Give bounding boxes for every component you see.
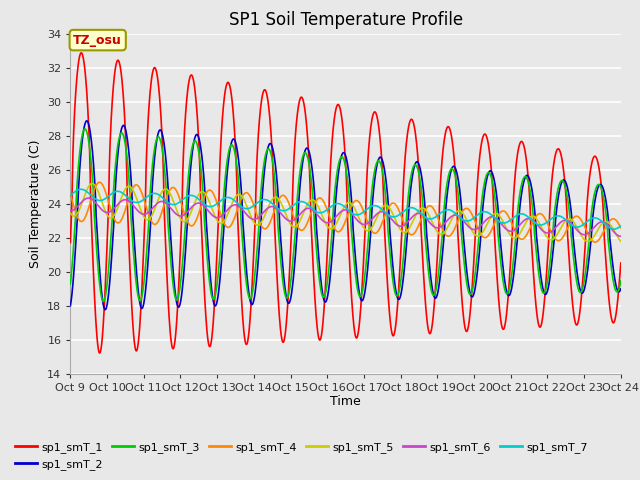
X-axis label: Time: Time: [330, 395, 361, 408]
sp1_smT_1: [67, 240, 74, 245]
sp1_smT_2: [381, 166, 388, 172]
Y-axis label: Soil Temperature (C): Soil Temperature (C): [29, 140, 42, 268]
sp1_smT_6: [109, 206, 117, 212]
sp1_smT_3: [100, 299, 108, 304]
Title: SP1 Soil Temperature Profile: SP1 Soil Temperature Profile: [228, 11, 463, 29]
Line: sp1_smT_3: sp1_smT_3: [70, 129, 621, 301]
sp1_smT_7: [300, 199, 308, 205]
sp1_smT_1: [381, 223, 388, 228]
sp1_smT_7: [312, 208, 319, 214]
sp1_smT_4: [67, 192, 74, 197]
sp1_smT_7: [77, 186, 85, 192]
sp1_smT_3: [67, 281, 74, 287]
sp1_smT_3: [301, 150, 308, 156]
sp1_smT_7: [617, 223, 625, 229]
Line: sp1_smT_6: sp1_smT_6: [70, 198, 621, 236]
sp1_smT_4: [617, 225, 625, 230]
sp1_smT_3: [381, 181, 388, 187]
sp1_smT_6: [84, 195, 92, 201]
sp1_smT_7: [132, 200, 140, 205]
Legend: sp1_smT_1, sp1_smT_2, sp1_smT_3, sp1_smT_4, sp1_smT_5, sp1_smT_6, sp1_smT_7: sp1_smT_1, sp1_smT_2, sp1_smT_3, sp1_smT…: [11, 438, 593, 474]
sp1_smT_7: [380, 208, 388, 214]
sp1_smT_5: [109, 214, 117, 219]
Line: sp1_smT_4: sp1_smT_4: [70, 182, 621, 242]
sp1_smT_1: [132, 348, 140, 354]
sp1_smT_5: [88, 180, 96, 186]
sp1_smT_4: [300, 226, 308, 231]
sp1_smT_5: [380, 203, 388, 209]
sp1_smT_2: [301, 149, 308, 155]
sp1_smT_4: [312, 199, 319, 204]
sp1_smT_5: [312, 199, 319, 205]
sp1_smT_7: [109, 190, 117, 195]
sp1_smT_3: [110, 184, 118, 190]
sp1_smT_1: [301, 105, 308, 111]
sp1_smT_1: [77, 50, 85, 56]
Text: TZ_osu: TZ_osu: [74, 34, 122, 47]
sp1_smT_1: [312, 312, 320, 318]
Line: sp1_smT_7: sp1_smT_7: [70, 189, 621, 229]
sp1_smT_4: [380, 216, 388, 221]
sp1_smT_1: [617, 260, 625, 266]
sp1_smT_4: [132, 182, 140, 188]
sp1_smT_1: [110, 79, 118, 85]
sp1_smT_5: [584, 239, 591, 244]
sp1_smT_5: [132, 193, 140, 199]
sp1_smT_2: [67, 303, 74, 309]
sp1_smT_6: [380, 209, 388, 215]
sp1_smT_3: [81, 126, 89, 132]
sp1_smT_4: [95, 180, 103, 185]
sp1_smT_2: [312, 216, 320, 222]
sp1_smT_3: [322, 288, 330, 294]
sp1_smT_5: [322, 220, 330, 226]
Line: sp1_smT_5: sp1_smT_5: [70, 183, 621, 241]
sp1_smT_2: [322, 299, 330, 304]
sp1_smT_5: [67, 210, 74, 216]
sp1_smT_1: [96, 350, 104, 356]
sp1_smT_6: [322, 219, 330, 225]
sp1_smT_6: [132, 205, 140, 211]
sp1_smT_4: [322, 203, 330, 209]
sp1_smT_4: [591, 239, 599, 245]
sp1_smT_6: [300, 207, 308, 213]
sp1_smT_2: [102, 307, 109, 312]
sp1_smT_7: [67, 192, 74, 198]
sp1_smT_2: [617, 286, 625, 292]
sp1_smT_2: [110, 222, 118, 228]
sp1_smT_6: [67, 208, 74, 214]
sp1_smT_7: [610, 226, 618, 232]
sp1_smT_7: [322, 208, 330, 214]
sp1_smT_5: [300, 208, 308, 214]
sp1_smT_4: [109, 214, 117, 220]
Line: sp1_smT_1: sp1_smT_1: [70, 53, 621, 353]
Line: sp1_smT_2: sp1_smT_2: [70, 121, 621, 310]
sp1_smT_1: [322, 275, 330, 280]
sp1_smT_3: [312, 242, 320, 248]
sp1_smT_3: [617, 278, 625, 284]
sp1_smT_6: [312, 210, 319, 216]
sp1_smT_3: [132, 279, 140, 285]
sp1_smT_6: [617, 233, 625, 239]
sp1_smT_2: [132, 264, 140, 270]
sp1_smT_5: [617, 239, 625, 244]
sp1_smT_2: [83, 118, 91, 124]
